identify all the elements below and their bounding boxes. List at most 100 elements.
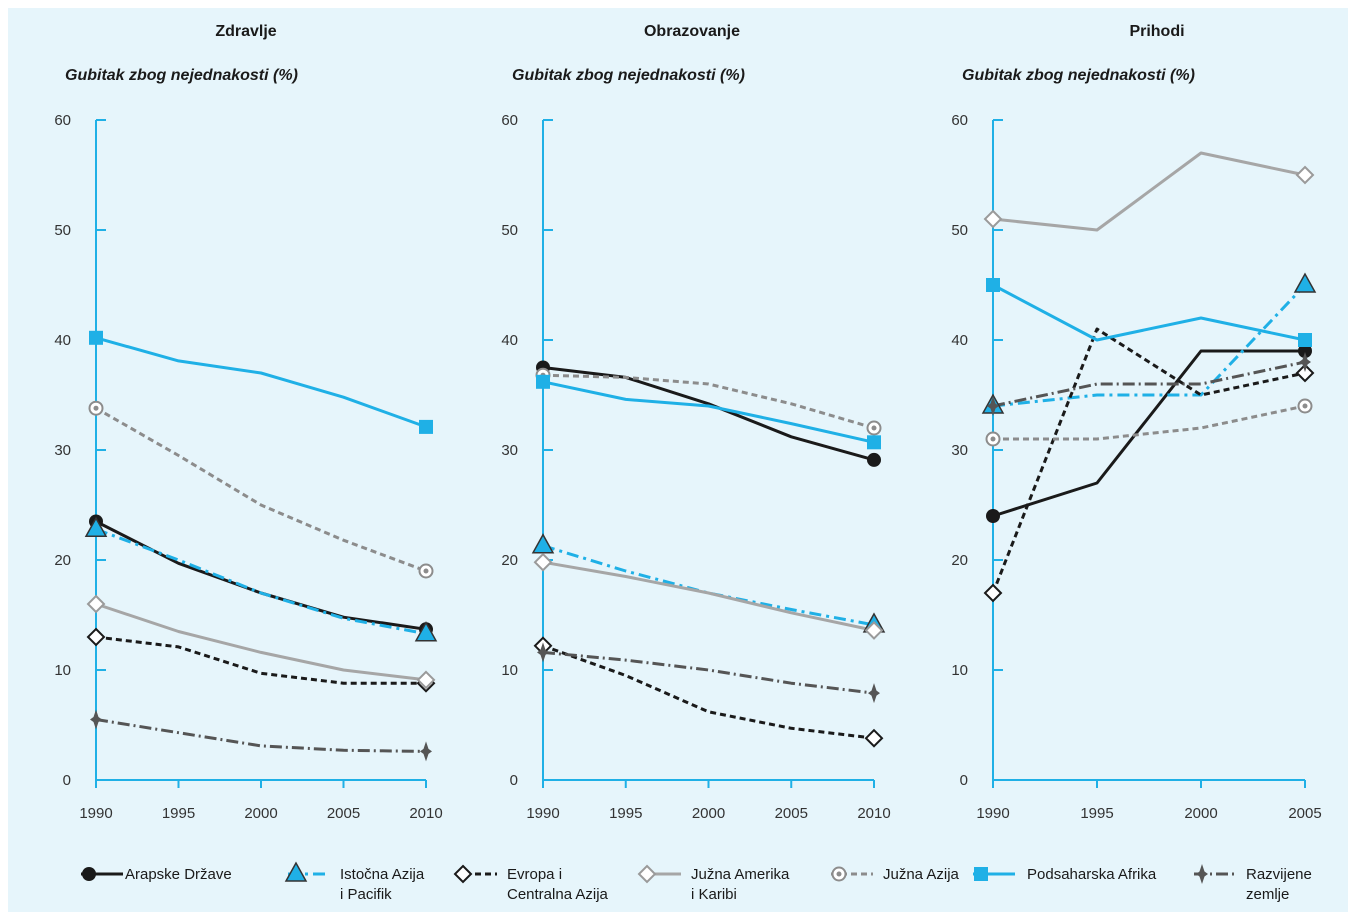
y-tick-label: 60 xyxy=(54,112,71,129)
y-tick-label: 50 xyxy=(54,222,71,239)
x-tick-label: 1990 xyxy=(79,805,112,822)
x-tick-label: 2010 xyxy=(409,805,442,822)
series-line-lac xyxy=(95,602,427,682)
series-line-sa xyxy=(95,406,427,573)
series-line-eap xyxy=(95,527,427,636)
data-point-eap-first xyxy=(84,516,108,537)
legend-marker-eap xyxy=(284,861,308,882)
legend-marker-arab xyxy=(82,867,96,881)
data-point-sa-last-dot xyxy=(1302,403,1308,409)
data-point-eap-last xyxy=(1293,272,1317,293)
data-point-dev-last xyxy=(420,741,432,762)
data-point-dev-first xyxy=(537,642,549,663)
series-line-ssa xyxy=(992,283,1306,342)
series-line-eca xyxy=(991,327,1306,594)
x-tick-label: 2000 xyxy=(1184,805,1217,822)
y-tick-label: 10 xyxy=(951,662,968,679)
data-point-eca-first xyxy=(983,583,1003,603)
legend-marker-dev xyxy=(1196,864,1208,884)
legend-label-dev: Razvijene xyxy=(1246,866,1312,883)
data-point-ssa-first xyxy=(986,278,1000,292)
data-point-ssa-first xyxy=(89,330,103,345)
x-tick-label: 2000 xyxy=(692,805,725,822)
x-tick-label: 2005 xyxy=(775,805,808,822)
data-point-dev-first xyxy=(90,709,102,730)
x-tick-label: 1995 xyxy=(1080,805,1113,822)
data-point-ssa-first xyxy=(536,374,550,389)
x-tick-label: 1990 xyxy=(976,805,1009,822)
y-tick-label: 10 xyxy=(54,662,71,679)
data-point-lac-last xyxy=(864,620,884,640)
series-line-sa xyxy=(993,404,1306,441)
series-line-lac xyxy=(992,151,1306,232)
y-tick-label: 40 xyxy=(54,332,71,349)
data-point-eca-first xyxy=(86,627,106,647)
legend-label-dev: zemlje xyxy=(1246,886,1289,903)
y-tick-label: 30 xyxy=(501,442,518,459)
charts-svg: Zdravlje Gubitak zbog nejednakosti (%) 0 10… xyxy=(54,23,1321,903)
y-tick-label: 20 xyxy=(501,552,518,569)
data-point-lac-last xyxy=(416,670,436,690)
y-axis-title: Gubitak zbog nejednakosti (%) xyxy=(962,67,1195,84)
y-tick-label: 30 xyxy=(951,442,968,459)
data-point-sa-last-dot xyxy=(423,568,429,574)
x-tick-label: 2005 xyxy=(327,805,360,822)
x-tick-label: 1990 xyxy=(526,805,559,822)
series-line-eca xyxy=(95,635,426,685)
data-point-arab-first xyxy=(986,509,1000,523)
y-tick-label: 0 xyxy=(510,772,518,789)
data-point-dev-last xyxy=(1299,352,1311,372)
data-point-sa-first-dot xyxy=(93,405,99,411)
data-point-dev-last xyxy=(868,683,880,704)
x-tick-label: 2005 xyxy=(1288,805,1321,822)
series-line-dev xyxy=(992,360,1306,408)
data-point-arab-last xyxy=(1298,344,1312,358)
panel-title: Obrazovanje xyxy=(644,23,740,40)
x-tick-label: 1995 xyxy=(609,805,642,822)
series-line-ssa xyxy=(542,380,875,444)
data-point-ssa-last xyxy=(419,419,433,434)
y-tick-label: 40 xyxy=(951,332,968,349)
legend-marker-ssa xyxy=(974,867,988,881)
y-tick-label: 30 xyxy=(54,442,71,459)
legend-label-eap: Istočna Azija xyxy=(340,866,425,883)
legend-label-eap: i Pacifik xyxy=(340,886,392,903)
x-tick-label: 2000 xyxy=(244,805,277,822)
y-tick-label: 10 xyxy=(501,662,518,679)
legend-label-eca: Evropa i xyxy=(507,866,562,883)
legend-label-sa: Južna Azija xyxy=(883,866,960,883)
panel-1: Zdravlje Gubitak zbog nejednakosti (%) 0 10… xyxy=(54,23,442,822)
legend-label-lac: Južna Amerika xyxy=(691,866,790,883)
data-point-lac-first xyxy=(533,552,553,572)
y-tick-label: 0 xyxy=(960,772,968,789)
panel-title: Zdravlje xyxy=(215,23,276,40)
y-tick-label: 50 xyxy=(501,222,518,239)
y-tick-label: 20 xyxy=(54,552,71,569)
panel-title: Prihodi xyxy=(1129,23,1184,40)
legend: Arapske Države Istočna Azija i Pacifik Evro… xyxy=(81,861,1312,903)
x-tick-label: 1995 xyxy=(162,805,195,822)
series-line-arab xyxy=(95,520,427,631)
y-tick-label: 50 xyxy=(951,222,968,239)
series-line-sa xyxy=(542,373,875,430)
data-point-lac-first xyxy=(86,594,106,614)
data-point-eap-first xyxy=(531,533,555,554)
y-tick-label: 60 xyxy=(501,112,518,129)
legend-label-ssa: Podsaharska Afrika xyxy=(1027,866,1157,883)
data-point-eca-last xyxy=(864,728,884,748)
data-point-sa-last-dot xyxy=(871,425,877,431)
data-point-ssa-last xyxy=(867,435,881,450)
series-line-arab xyxy=(542,366,875,462)
legend-label-lac: i Karibi xyxy=(691,886,737,903)
data-point-lac-last xyxy=(1295,165,1315,185)
legend-label-eca: Centralna Azija xyxy=(507,886,609,903)
x-tick-label: 2010 xyxy=(857,805,890,822)
data-point-ssa-last xyxy=(1298,333,1312,347)
y-tick-label: 20 xyxy=(951,552,968,569)
series-line-lac xyxy=(542,560,875,632)
panel-2: Obrazovanje Gubitak zbog nejednakosti (%)… xyxy=(501,23,890,822)
legend-marker-eca xyxy=(453,864,473,884)
panel-3: Prihodi Gubitak zbog nejednakosti (%) 0 10 2… xyxy=(951,23,1321,822)
series-line-eap xyxy=(542,544,875,627)
series-line-arab xyxy=(992,349,1305,518)
